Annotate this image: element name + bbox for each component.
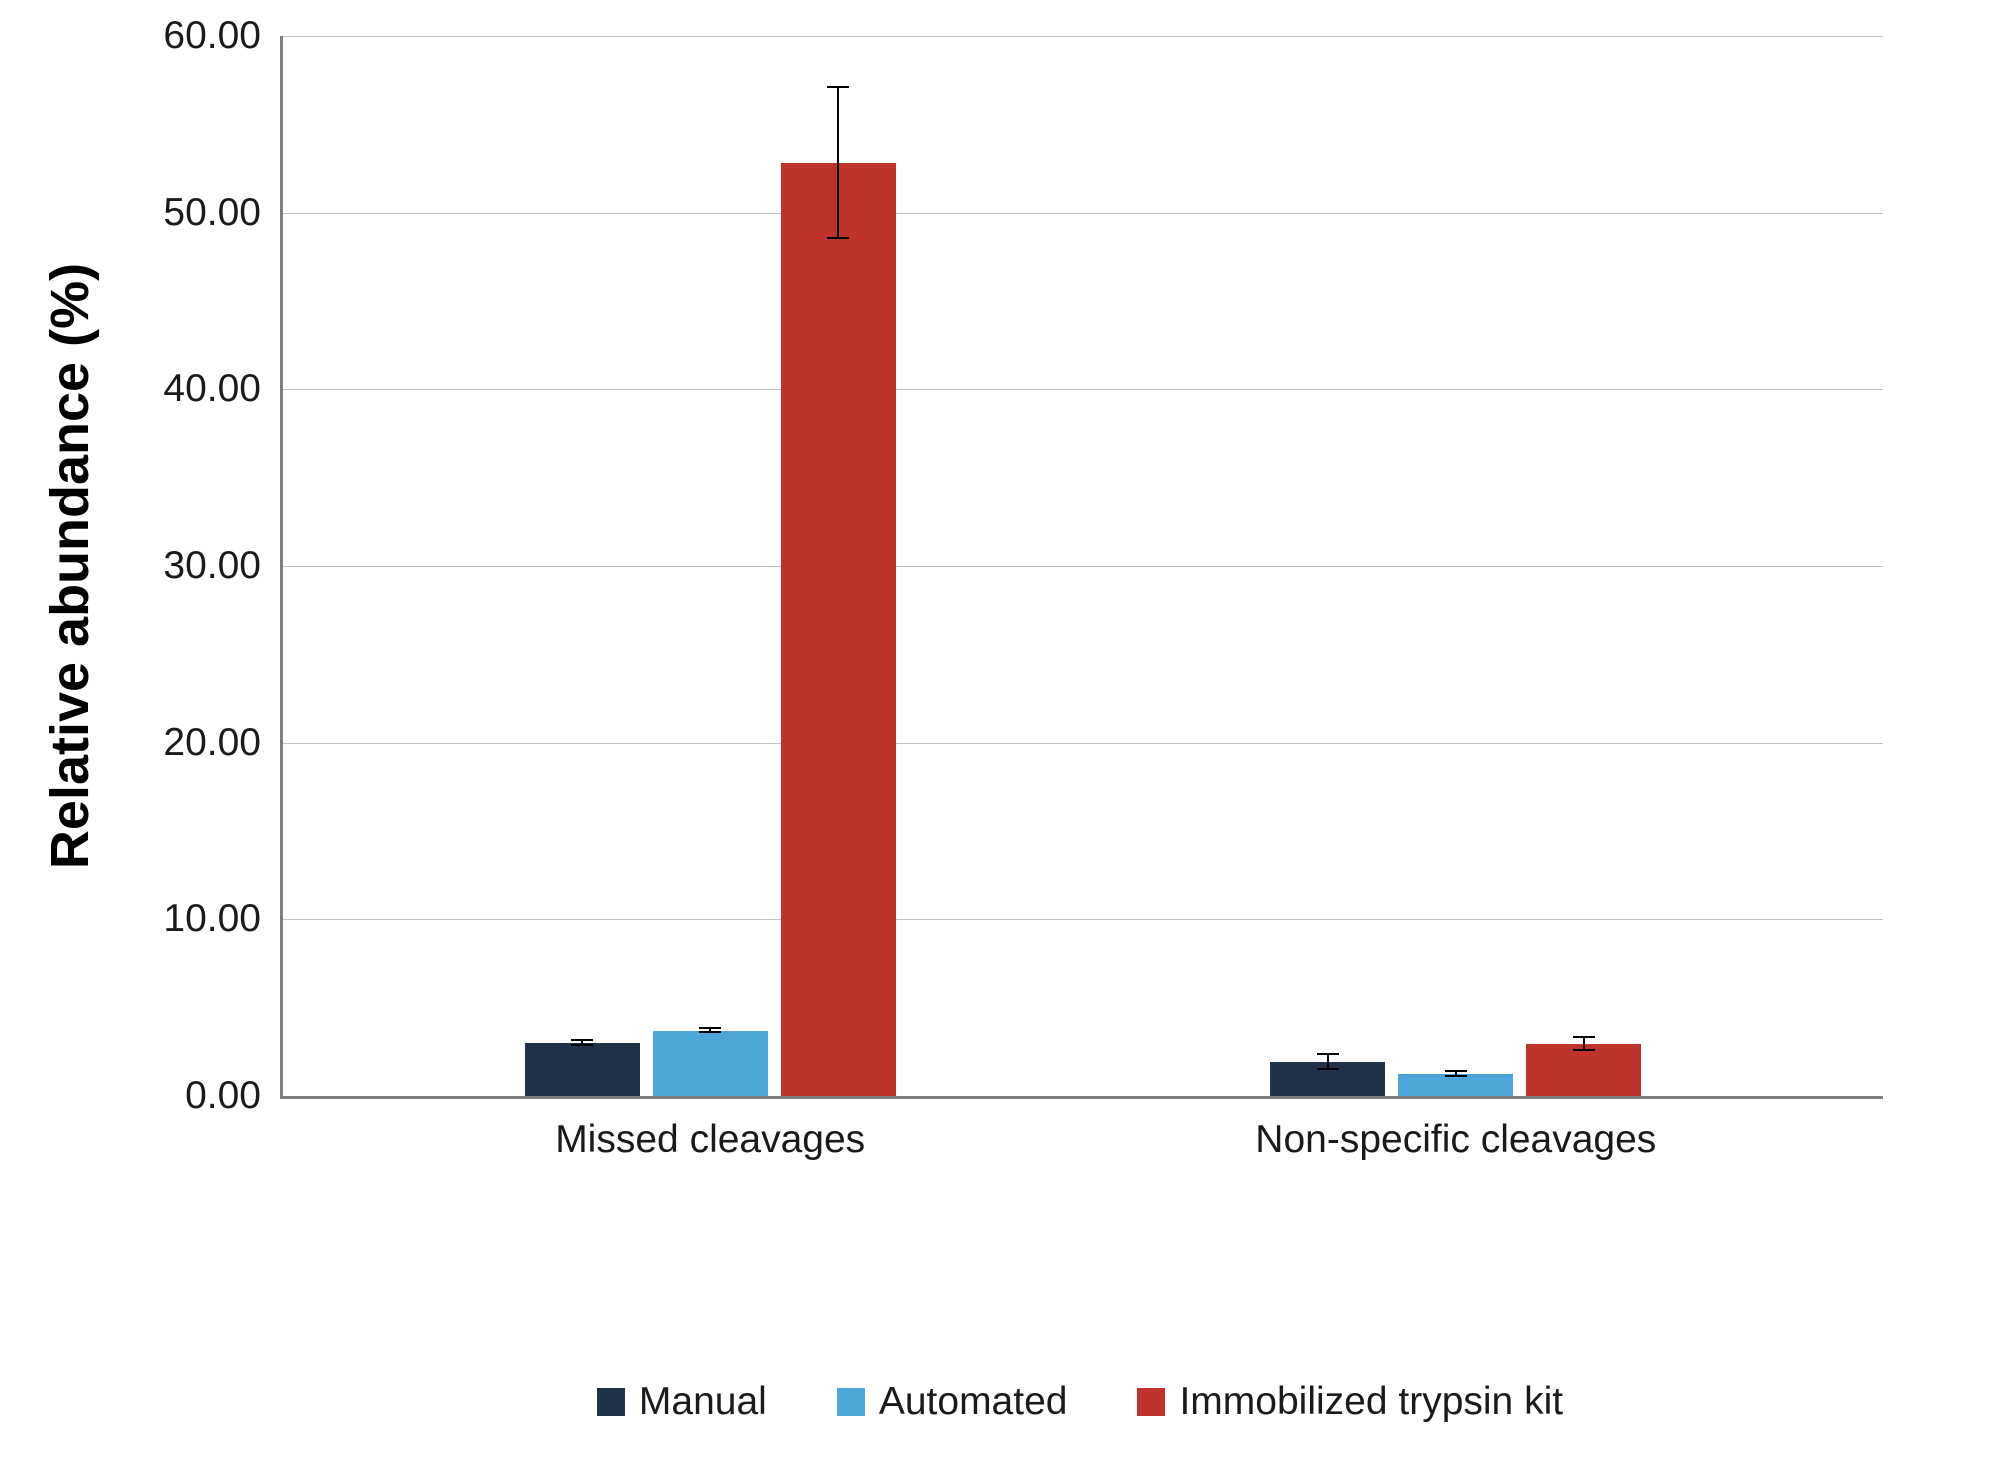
chart-container: Relative abundance (%) 0.0010.0020.0030.… xyxy=(0,0,2000,1468)
plot-area: 0.0010.0020.0030.0040.0050.0060.00Missed… xyxy=(280,36,1883,1099)
bar xyxy=(525,1043,640,1096)
ytick-label: 0.00 xyxy=(185,1074,283,1118)
legend-label: Immobilized trypsin kit xyxy=(1179,1380,1563,1424)
legend-swatch xyxy=(837,1388,865,1416)
bar xyxy=(1398,1074,1513,1096)
gridline xyxy=(283,743,1883,744)
bar xyxy=(781,163,896,1096)
legend-label: Automated xyxy=(879,1380,1068,1424)
ytick-label: 60.00 xyxy=(163,14,283,58)
legend: Manual Automated Immobilized trypsin kit xyxy=(280,1380,1880,1424)
gridline xyxy=(283,919,1883,920)
bar xyxy=(653,1031,768,1096)
legend-item: Immobilized trypsin kit xyxy=(1137,1380,1563,1424)
ytick-label: 20.00 xyxy=(163,721,283,765)
ytick-label: 40.00 xyxy=(163,367,283,411)
ytick-label: 10.00 xyxy=(163,897,283,941)
xtick-label: Missed cleavages xyxy=(555,1096,865,1162)
gridline xyxy=(283,566,1883,567)
gridline xyxy=(283,389,1883,390)
ytick-label: 30.00 xyxy=(163,544,283,588)
legend-item: Manual xyxy=(597,1380,767,1424)
y-axis-label: Relative abundance (%) xyxy=(39,263,101,869)
legend-label: Manual xyxy=(639,1380,767,1424)
legend-swatch xyxy=(1137,1388,1165,1416)
xtick-label: Non-specific cleavages xyxy=(1255,1096,1656,1162)
gridline xyxy=(283,36,1883,37)
legend-item: Automated xyxy=(837,1380,1068,1424)
bar xyxy=(1526,1044,1641,1096)
legend-swatch xyxy=(597,1388,625,1416)
gridline xyxy=(283,213,1883,214)
ytick-label: 50.00 xyxy=(163,191,283,235)
